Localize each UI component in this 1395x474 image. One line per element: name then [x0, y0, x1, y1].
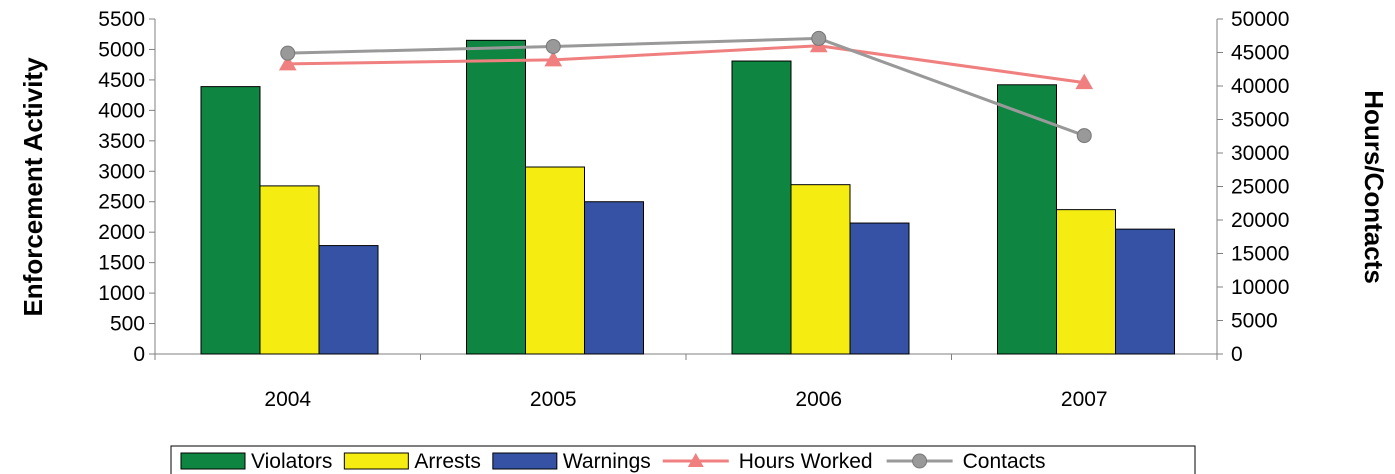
point-contacts: [545, 38, 561, 54]
line-hours-worked: [287, 44, 1085, 85]
bar-arrests: [259, 185, 320, 355]
point-hours-worked: [278, 54, 297, 71]
bar-arrests: [790, 184, 851, 355]
y2-tick-label: 45000: [1231, 42, 1289, 65]
y-axis-title: Enforcement Activity: [18, 57, 48, 317]
y2-tick-label: 20000: [1231, 209, 1289, 232]
y-tick-label: 1500: [98, 252, 145, 275]
y2-tick-label: 40000: [1231, 75, 1289, 98]
bar-warnings: [1115, 228, 1175, 355]
y2-tick-label: 50000: [1231, 8, 1289, 31]
y2-tick-label: 15000: [1231, 243, 1289, 266]
x-tick-label: 2004: [264, 388, 311, 411]
legend-label-warnings: Warnings: [563, 450, 651, 473]
bar-warnings: [584, 201, 644, 355]
bar-warnings: [849, 222, 910, 355]
legend-label-violators: Violators: [251, 450, 332, 473]
y-tick-label: 500: [110, 313, 145, 336]
y2-axis-title: Hours/Contacts: [1359, 90, 1389, 284]
y-tick-label: 5000: [98, 38, 145, 61]
point-contacts: [1076, 128, 1092, 144]
y-tick-label: 4000: [98, 99, 145, 122]
y-tick-label: 1000: [98, 282, 145, 305]
ticks: 0 500 1000 1500 2000 2500 3000 3500 4000 4500 5000…: [98, 8, 1289, 411]
bar-arrests: [1056, 209, 1116, 355]
lines: [278, 30, 1094, 144]
y-tick-label: 2000: [98, 221, 145, 244]
y-tick-label: 2500: [98, 191, 145, 214]
legend: Violators Arrests Warnings Hours Worked Cont…: [170, 445, 1196, 474]
bar-arrests: [525, 166, 585, 355]
y-tick-label: 4500: [98, 69, 145, 92]
legend-swatch-warnings: [492, 452, 558, 470]
line-contacts: [287, 36, 1085, 137]
legend-marker-hours-worked: [687, 453, 704, 467]
legend-marker-contacts: [912, 453, 928, 469]
x-tick-label: 2007: [1061, 388, 1108, 411]
point-contacts: [280, 45, 296, 61]
bar-violators: [731, 60, 792, 355]
y2-tick-label: 30000: [1231, 142, 1289, 165]
y2-tick-label: 10000: [1231, 276, 1289, 299]
point-hours-worked: [1075, 73, 1094, 90]
legend-label-hours-worked: Hours Worked: [739, 450, 873, 473]
bar-violators: [200, 86, 261, 355]
y2-tick-label: 5000: [1231, 310, 1278, 333]
y2-tick-label: 25000: [1231, 176, 1289, 199]
bar-violators: [997, 84, 1057, 355]
legend-label-arrests: Arrests: [414, 450, 481, 473]
y-tick-label: 3000: [98, 160, 145, 183]
legend-swatch-violators: [180, 452, 246, 470]
y2-tick-label: 35000: [1231, 109, 1289, 132]
x-tick-label: 2006: [795, 388, 842, 411]
bar-violators: [466, 39, 526, 355]
point-contacts: [811, 30, 827, 46]
bars: [200, 39, 1175, 355]
x-tick-label: 2005: [530, 388, 577, 411]
y-tick-label: 3500: [98, 130, 145, 153]
y-tick-label: 0: [133, 343, 145, 366]
legend-label-contacts: Contacts: [963, 450, 1046, 473]
y2-tick-label: 0: [1231, 343, 1243, 366]
legend-swatch-arrests: [343, 452, 409, 470]
y-tick-label: 5500: [98, 8, 145, 31]
bar-warnings: [318, 245, 379, 355]
point-hours-worked: [544, 50, 563, 67]
